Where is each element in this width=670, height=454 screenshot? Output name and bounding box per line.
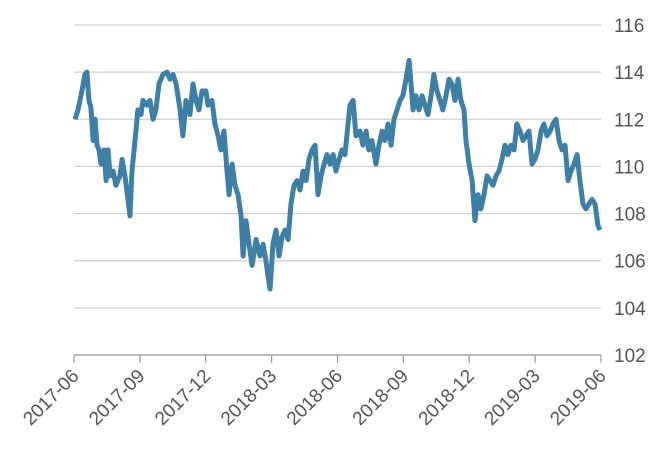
x-tick-label: 2018-03 [217,366,281,430]
line [72,57,603,292]
x-tick-label: 2019-06 [546,366,610,430]
x-tick-label: 2017-12 [151,366,215,430]
y-tick-label: 116 [614,16,644,37]
y-tick-label: 102 [614,346,646,367]
y-tick-label: 112 [614,110,644,131]
x-tick-label: 2019-03 [481,366,545,430]
x-tick-label: 2018-06 [283,366,347,430]
y-tick-label: 110 [614,157,644,178]
y-tick-label: 114 [614,63,645,84]
y-tick-label: 108 [614,205,646,226]
y-tick-label: 106 [614,252,646,273]
x-tick-label: 2017-09 [85,366,149,430]
x-tick-label: 2017-06 [19,366,83,430]
x-tick-label: 2018-12 [415,366,479,430]
y-tick-label: 104 [614,299,646,320]
x-tick-label: 2018-09 [349,366,413,430]
